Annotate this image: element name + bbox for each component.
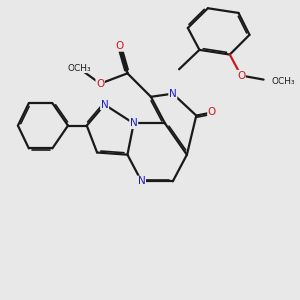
Text: N: N	[169, 89, 177, 99]
Text: N: N	[138, 176, 146, 186]
Text: N: N	[101, 100, 109, 110]
Text: OCH₃: OCH₃	[67, 64, 91, 73]
Text: OCH₃: OCH₃	[272, 77, 295, 86]
Text: O: O	[237, 70, 245, 80]
Text: N: N	[130, 118, 138, 128]
Text: O: O	[96, 79, 104, 89]
Text: O: O	[116, 41, 124, 51]
Text: O: O	[208, 107, 216, 117]
